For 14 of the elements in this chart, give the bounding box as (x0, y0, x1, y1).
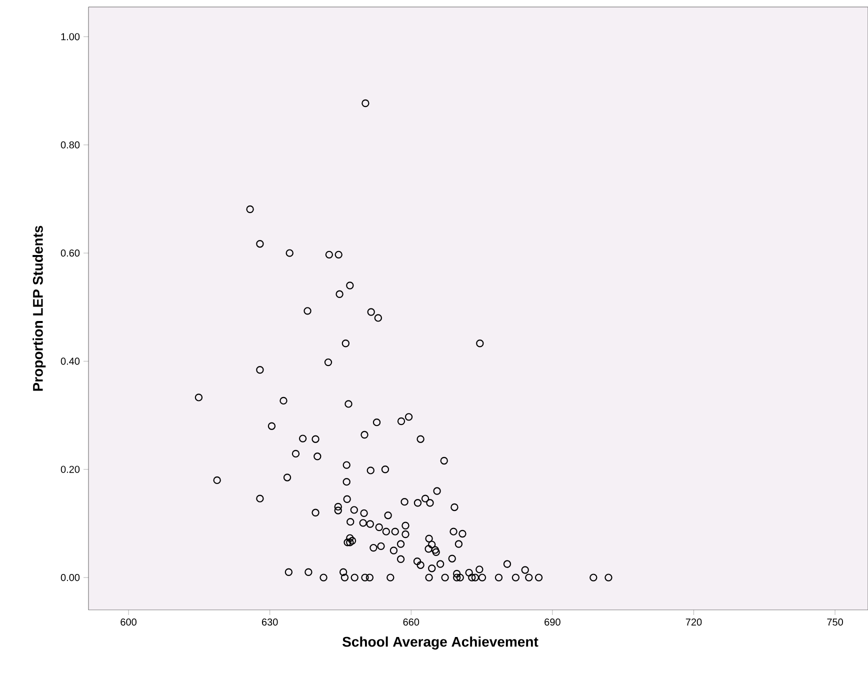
x-tick-label: 690 (544, 618, 560, 626)
x-tick-label: 660 (403, 618, 420, 626)
x-tick-label: 630 (262, 618, 278, 626)
x-tick-label: 750 (827, 618, 843, 626)
y-tick-label: 1.00 (61, 33, 80, 40)
y-axis-title: Proportion LEP Students (32, 226, 46, 391)
x-tick-label: 720 (686, 618, 702, 626)
y-tick-label: 0.00 (60, 574, 80, 582)
y-tick-label: 0.40 (60, 358, 80, 365)
y-tick-label: 0.20 (60, 466, 80, 473)
x-axis-title: School Average Achievement (342, 636, 538, 650)
x-tick-label: 600 (120, 618, 136, 626)
y-tick-label: 0.80 (60, 141, 80, 148)
y-tick-label: 0.60 (60, 250, 80, 257)
